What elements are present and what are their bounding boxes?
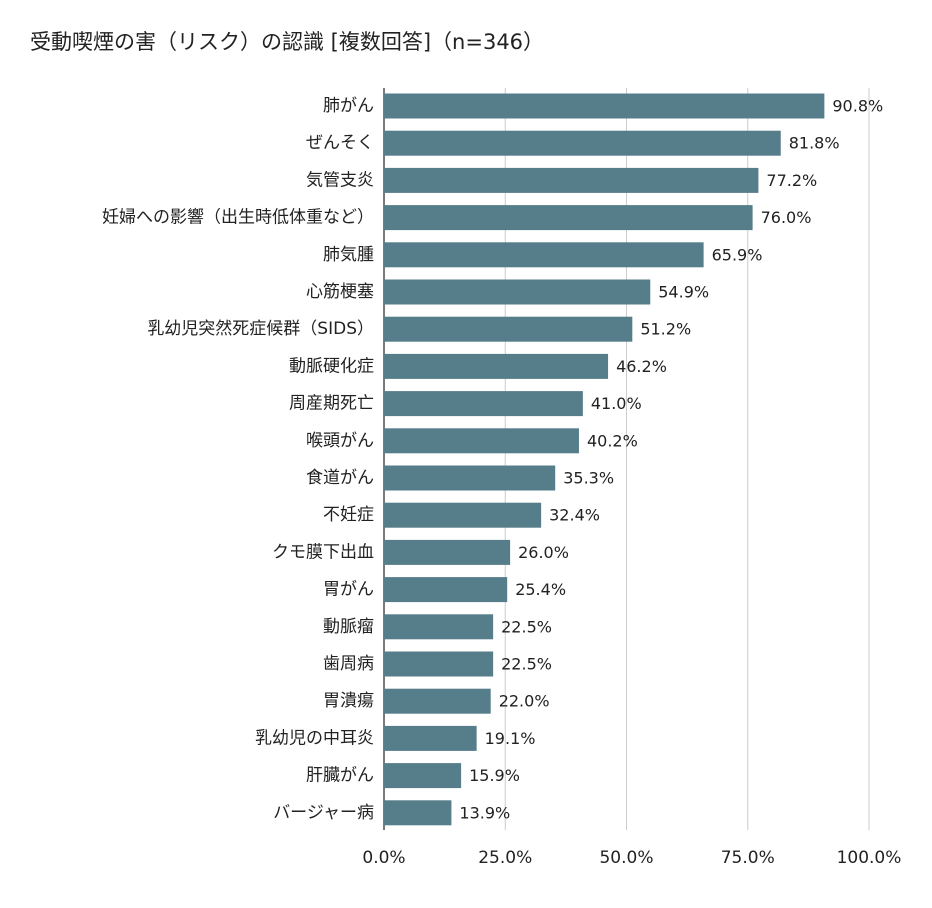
bar	[384, 688, 491, 714]
bar	[384, 725, 477, 751]
value-label: 15.9%	[469, 766, 520, 785]
category-label: 不妊症	[323, 505, 374, 525]
category-label: 動脈硬化症	[289, 356, 374, 376]
bar	[384, 539, 511, 565]
value-label: 13.9%	[459, 803, 510, 822]
value-label: 81.8%	[789, 134, 840, 153]
value-label: 22.5%	[501, 617, 552, 636]
bar	[384, 465, 556, 491]
bar	[384, 577, 508, 603]
value-label: 22.5%	[501, 655, 552, 674]
category-label: 乳幼児の中耳炎	[255, 728, 374, 748]
x-tick-label: 50.0%	[599, 848, 653, 868]
value-label: 54.9%	[658, 283, 709, 302]
value-label: 41.0%	[591, 394, 642, 413]
grid-layer	[383, 88, 870, 830]
bar	[384, 502, 542, 528]
value-label: 51.2%	[640, 320, 691, 339]
value-label: 90.8%	[832, 97, 883, 116]
category-label: 肝臓がん	[306, 766, 374, 786]
x-tick-label: 25.0%	[478, 848, 532, 868]
category-label: 動脈瘤	[323, 617, 374, 637]
category-label: 周産期死亡	[289, 394, 374, 414]
chart-title: 受動喫煙の害（リスク）の認識 [複数回答]（n=346）	[30, 30, 545, 54]
category-label: 肺がん	[323, 96, 374, 116]
value-label: 46.2%	[616, 357, 667, 376]
x-tick-label: 100.0%	[837, 848, 902, 868]
bar	[384, 242, 704, 268]
value-label: 25.4%	[515, 580, 566, 599]
bar	[384, 614, 494, 640]
category-label: 肺気腫	[323, 245, 374, 265]
category-label: 胃がん	[323, 580, 374, 600]
ticks-layer: 0.0% 25.0% 50.0% 75.0% 100.0%	[362, 848, 901, 868]
bar	[384, 391, 583, 417]
x-tick-label: 75.0%	[721, 848, 775, 868]
bar	[384, 763, 462, 789]
category-label: 歯周病	[323, 654, 374, 674]
bar	[384, 167, 759, 193]
category-label: 胃潰瘍	[323, 691, 374, 711]
value-label: 26.0%	[518, 543, 569, 562]
bars-layer	[384, 93, 825, 826]
category-label: 食道がん	[306, 468, 374, 488]
category-label: バージャー病	[273, 803, 374, 823]
category-label: 乳幼児突然死症候群（SIDS）	[147, 319, 374, 339]
bar	[384, 651, 494, 677]
category-label: 心筋梗塞	[306, 282, 374, 302]
category-label: クモ膜下出血	[272, 542, 374, 562]
category-label: 喉頭がん	[306, 431, 374, 451]
bar	[384, 279, 651, 305]
value-label: 32.4%	[549, 506, 600, 525]
category-label: 気管支炎	[306, 170, 374, 190]
bar	[384, 353, 609, 379]
category-label: ぜんそく	[306, 133, 374, 153]
labels-layer: 肺がん 90.8% ぜんそく 81.8% 気管支炎 77.2% 妊婦への影響（出生時低体重な…	[102, 96, 883, 823]
bar	[384, 205, 753, 231]
value-label: 76.0%	[761, 208, 812, 227]
bar	[384, 93, 825, 119]
value-label: 65.9%	[712, 245, 763, 264]
value-label: 35.3%	[563, 469, 614, 488]
bar	[384, 130, 781, 156]
bar	[384, 800, 452, 826]
bar	[384, 428, 579, 454]
category-label: 妊婦への影響（出生時低体重など）	[102, 208, 374, 228]
value-label: 40.2%	[587, 431, 638, 450]
bar	[384, 316, 633, 342]
value-label: 77.2%	[766, 171, 817, 190]
x-tick-label: 0.0%	[362, 848, 405, 868]
value-label: 19.1%	[485, 729, 536, 748]
value-label: 22.0%	[499, 692, 550, 711]
